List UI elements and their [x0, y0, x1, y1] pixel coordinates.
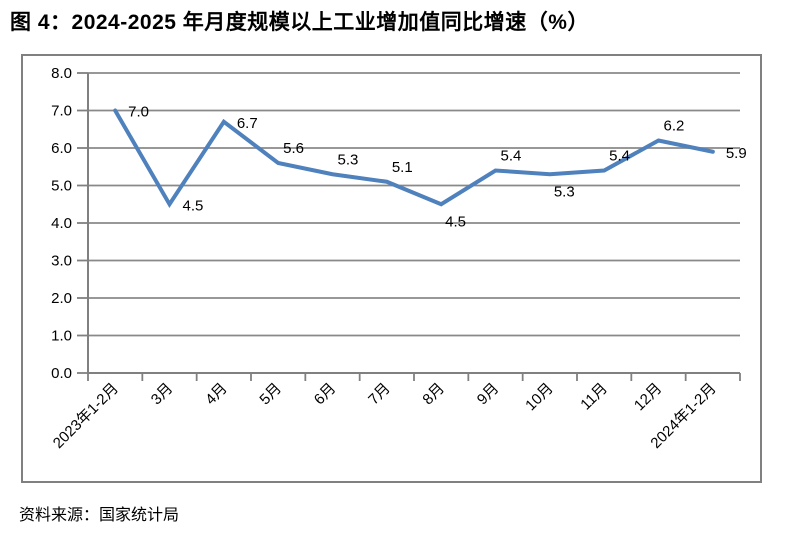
- y-axis-label: 5.0: [51, 178, 72, 195]
- x-axis-label: 4月: [202, 380, 231, 409]
- data-label: 5.9: [726, 145, 747, 162]
- y-axis-label: 6.0: [51, 140, 72, 157]
- data-label: 5.4: [609, 148, 630, 165]
- x-axis-label: 3月: [148, 380, 177, 409]
- x-axis-label: 9月: [474, 380, 503, 409]
- data-label: 4.5: [183, 197, 204, 214]
- data-label: 5.3: [554, 183, 575, 200]
- y-axis-label: 0.0: [51, 365, 72, 382]
- x-axis-label: 10月: [522, 380, 556, 414]
- series-line: [113, 108, 715, 209]
- x-axis-label: 12月: [631, 380, 665, 414]
- chart-frame: 0.0 1.0 2.0 3.0 4.0 5.0 6.0 7.0 8.0 2023年1-2月 3月 4月…: [21, 54, 762, 483]
- data-label: 6.7: [237, 115, 258, 132]
- x-axis-label: 6月: [311, 380, 340, 409]
- data-label: 5.3: [338, 151, 359, 168]
- y-axis-label: 7.0: [51, 103, 72, 120]
- y-axis-label: 3.0: [51, 253, 72, 270]
- source-note: 资料来源：国家统计局: [19, 507, 180, 524]
- y-axis-label: 2.0: [51, 290, 72, 307]
- data-label: 4.5: [445, 213, 466, 230]
- data-label: 6.2: [664, 118, 685, 135]
- y-axis-label: 4.0: [51, 215, 72, 232]
- data-label: 5.6: [283, 140, 304, 157]
- data-label: 7.0: [128, 104, 149, 121]
- line-chart: 0.0 1.0 2.0 3.0 4.0 5.0 6.0 7.0 8.0 2023年1-2月 3月 4月…: [50, 65, 747, 452]
- data-label: 5.1: [392, 159, 413, 176]
- x-axis-label: 7月: [365, 380, 394, 409]
- x-axis-label: 8月: [419, 380, 448, 409]
- x-axis-label: 5月: [256, 380, 285, 409]
- y-axis-label: 8.0: [51, 65, 72, 82]
- x-axis-label: 11月: [577, 380, 611, 414]
- data-label: 5.4: [501, 148, 522, 165]
- y-axis-label: 1.0: [51, 328, 72, 345]
- x-axis-label: 2023年1-2月: [50, 380, 122, 452]
- figure-title: 图 4：2024-2025 年月度规模以上工业增加值同比增速（%）: [10, 11, 589, 34]
